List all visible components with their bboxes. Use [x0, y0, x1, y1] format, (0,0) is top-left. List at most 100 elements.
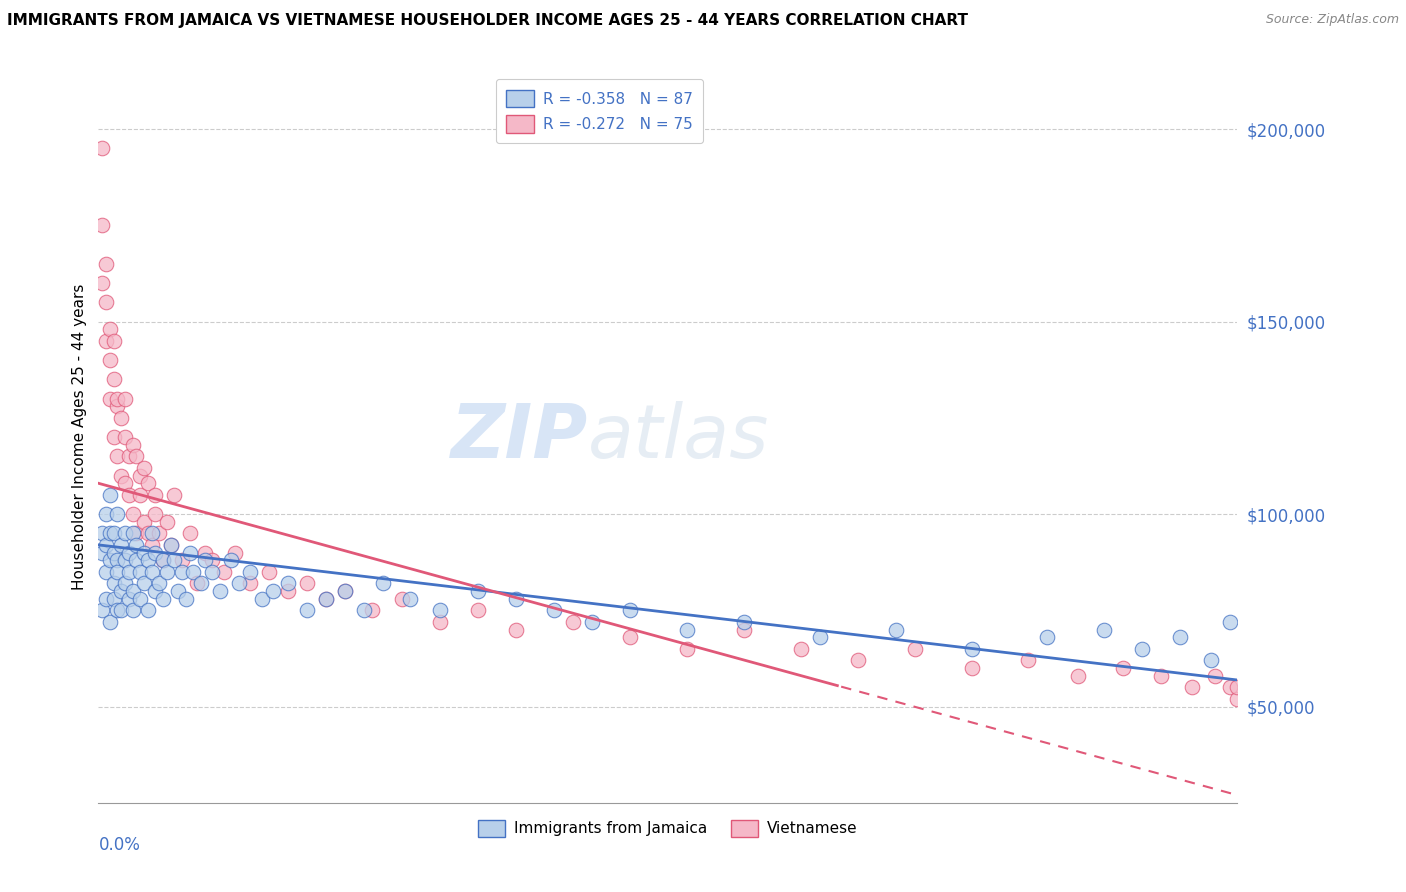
Point	[1067, 669, 1090, 683]
Point	[125, 450, 148, 464]
Point	[91, 141, 114, 155]
Point	[1226, 691, 1249, 706]
Point	[190, 576, 212, 591]
Point	[1219, 681, 1241, 695]
Point	[145, 488, 167, 502]
Point	[145, 584, 167, 599]
Point	[676, 623, 699, 637]
Point	[91, 603, 114, 617]
Point	[107, 392, 129, 406]
Point	[136, 476, 159, 491]
Point	[141, 538, 163, 552]
Point	[429, 615, 451, 629]
Point	[1199, 653, 1222, 667]
Point	[960, 661, 983, 675]
Point	[1018, 653, 1040, 667]
Point	[152, 553, 174, 567]
Point	[239, 565, 262, 579]
Point	[91, 276, 114, 290]
Point	[170, 565, 193, 579]
Point	[159, 538, 181, 552]
Point	[262, 584, 284, 599]
Point	[91, 545, 114, 559]
Point	[94, 295, 117, 310]
Point	[179, 545, 201, 559]
Legend: Immigrants from Jamaica, Vietnamese: Immigrants from Jamaica, Vietnamese	[468, 811, 868, 847]
Point	[297, 576, 319, 591]
Point	[581, 615, 603, 629]
Point	[212, 565, 235, 579]
Point	[170, 553, 193, 567]
Point	[201, 553, 224, 567]
Point	[94, 257, 117, 271]
Point	[94, 507, 117, 521]
Point	[118, 565, 141, 579]
Point	[183, 565, 205, 579]
Point	[110, 410, 132, 425]
Text: Source: ZipAtlas.com: Source: ZipAtlas.com	[1265, 13, 1399, 27]
Point	[94, 538, 117, 552]
Point	[335, 584, 357, 599]
Point	[1112, 661, 1135, 675]
Point	[103, 430, 125, 444]
Point	[733, 615, 755, 629]
Point	[208, 584, 231, 599]
Point	[224, 545, 246, 559]
Point	[136, 526, 159, 541]
Point	[152, 591, 174, 606]
Point	[107, 507, 129, 521]
Point	[103, 372, 125, 386]
Point	[297, 603, 319, 617]
Text: atlas: atlas	[588, 401, 769, 473]
Point	[194, 545, 217, 559]
Point	[1170, 630, 1192, 644]
Point	[148, 576, 170, 591]
Point	[118, 545, 141, 559]
Point	[114, 430, 136, 444]
Point	[148, 526, 170, 541]
Point	[114, 392, 136, 406]
Point	[110, 468, 132, 483]
Point	[129, 565, 152, 579]
Text: 0.0%: 0.0%	[98, 836, 141, 854]
Point	[107, 450, 129, 464]
Point	[1219, 615, 1241, 629]
Point	[141, 526, 163, 541]
Point	[174, 591, 197, 606]
Point	[129, 591, 152, 606]
Point	[733, 623, 755, 637]
Point	[98, 488, 121, 502]
Point	[1036, 630, 1059, 644]
Point	[103, 591, 125, 606]
Point	[94, 334, 117, 348]
Point	[136, 603, 159, 617]
Point	[98, 526, 121, 541]
Point	[619, 603, 641, 617]
Point	[1204, 669, 1226, 683]
Point	[1094, 623, 1116, 637]
Point	[141, 565, 163, 579]
Point	[315, 591, 337, 606]
Point	[250, 591, 273, 606]
Point	[277, 584, 299, 599]
Point	[107, 553, 129, 567]
Point	[110, 538, 132, 552]
Point	[335, 584, 357, 599]
Point	[132, 515, 155, 529]
Point	[103, 545, 125, 559]
Point	[129, 488, 152, 502]
Point	[91, 219, 114, 233]
Point	[186, 576, 208, 591]
Point	[114, 476, 136, 491]
Point	[259, 565, 281, 579]
Point	[808, 630, 831, 644]
Text: ZIP: ZIP	[451, 401, 588, 474]
Point	[619, 630, 641, 644]
Point	[98, 615, 121, 629]
Point	[125, 553, 148, 567]
Point	[152, 553, 174, 567]
Point	[98, 392, 121, 406]
Point	[132, 545, 155, 559]
Point	[136, 553, 159, 567]
Point	[118, 591, 141, 606]
